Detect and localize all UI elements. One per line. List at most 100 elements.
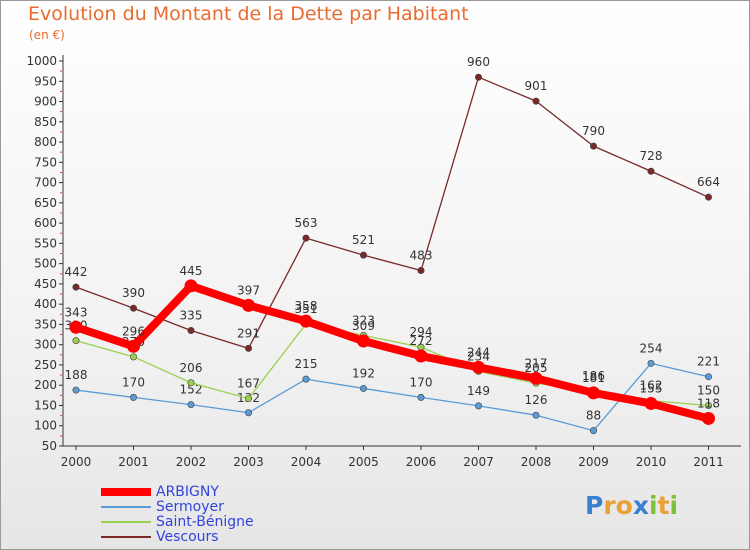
data-point (704, 373, 712, 381)
data-point (589, 427, 597, 435)
logo-letter: i (669, 491, 679, 520)
data-point (417, 393, 425, 401)
data-label: 205 (525, 361, 548, 375)
y-tick-label: 50 (42, 439, 57, 453)
data-point (702, 411, 715, 425)
data-point (647, 359, 655, 367)
data-label: 343 (65, 305, 88, 319)
data-point (302, 234, 310, 242)
data-label: 167 (237, 377, 260, 391)
data-label: 162 (640, 379, 663, 393)
x-tick-label: 2000 (61, 455, 92, 469)
data-point (72, 283, 80, 291)
data-label: 150 (697, 383, 720, 397)
data-point (474, 402, 482, 410)
data-point (69, 320, 83, 334)
data-label: 442 (65, 265, 88, 279)
data-label: 335 (180, 309, 203, 323)
data-label: 170 (122, 375, 145, 389)
legend-label: Vescours (156, 529, 219, 545)
y-tick-label: 950 (34, 74, 57, 88)
data-point (245, 409, 253, 417)
legend-label: Saint-Bénigne (156, 514, 254, 530)
x-tick-label: 2007 (463, 455, 494, 469)
logo-letter: t (657, 491, 670, 520)
unit-label: (en €) (29, 28, 65, 42)
data-label: 728 (640, 149, 663, 163)
data-point (130, 304, 138, 312)
series-line (75, 76, 710, 349)
data-label: 960 (467, 55, 490, 69)
data-label: 291 (237, 326, 260, 340)
data-label: 188 (65, 368, 88, 382)
data-label: 215 (295, 357, 318, 371)
series-line (75, 362, 710, 432)
x-tick-label: 2002 (176, 455, 207, 469)
data-label: 149 (467, 384, 490, 398)
data-label: 186 (582, 369, 605, 383)
data-point (359, 384, 367, 392)
y-tick-label: 500 (34, 257, 57, 271)
x-tick-label: 2010 (636, 455, 667, 469)
legend-label: ARBIGNY (156, 484, 219, 500)
data-point (532, 97, 540, 105)
data-point (647, 167, 655, 175)
data-label: 563 (295, 216, 318, 230)
data-point (187, 401, 195, 409)
proxiti-logo: Proxiti (585, 491, 678, 520)
data-label: 152 (180, 383, 203, 397)
x-tick-label: 2009 (578, 455, 609, 469)
data-label: 397 (237, 283, 260, 297)
legend-swatch (101, 488, 151, 496)
data-label: 390 (122, 286, 145, 300)
y-tick-label: 150 (34, 398, 57, 412)
data-label: 234 (467, 349, 490, 363)
data-point (242, 298, 255, 312)
data-label: 323 (352, 313, 375, 327)
data-point (299, 314, 313, 328)
data-label: 88 (586, 409, 601, 423)
data-label: 118 (697, 396, 720, 410)
y-tick-label: 400 (34, 297, 57, 311)
series-line (72, 281, 713, 423)
data-point (357, 334, 370, 348)
data-label: 181 (582, 371, 605, 385)
data-point (589, 142, 597, 150)
y-tick-label: 250 (34, 358, 57, 372)
legend-label: Sermoyer (156, 499, 224, 515)
data-point (245, 395, 253, 403)
y-tick-label: 1000 (26, 54, 57, 68)
y-tick-label: 600 (34, 216, 57, 230)
data-point (532, 411, 540, 419)
x-tick-label: 2008 (521, 455, 552, 469)
data-label: 254 (640, 341, 663, 355)
data-label: 206 (180, 361, 203, 375)
y-tick-label: 700 (34, 176, 57, 190)
data-point (187, 379, 195, 387)
data-label: 294 (410, 325, 433, 339)
data-point (187, 326, 195, 334)
data-label: 272 (410, 334, 433, 348)
data-point (644, 396, 658, 410)
data-label: 221 (697, 355, 720, 369)
data-point (704, 193, 712, 201)
data-point (302, 375, 310, 383)
y-tick-label: 350 (34, 317, 57, 331)
data-label: 351 (295, 302, 318, 316)
data-label: 664 (697, 175, 720, 189)
data-point (184, 279, 198, 293)
logo-letter: P (585, 491, 604, 520)
y-tick-label: 300 (34, 338, 57, 352)
legend-swatch (101, 536, 151, 538)
logo-letter: i (649, 491, 658, 520)
x-tick-label: 2001 (118, 455, 149, 469)
data-label: 192 (352, 366, 375, 380)
data-point (72, 386, 80, 394)
data-point (130, 393, 138, 401)
data-point (245, 344, 253, 352)
data-point (472, 360, 485, 374)
y-tick-label: 800 (34, 135, 57, 149)
y-tick-label: 450 (34, 277, 57, 291)
